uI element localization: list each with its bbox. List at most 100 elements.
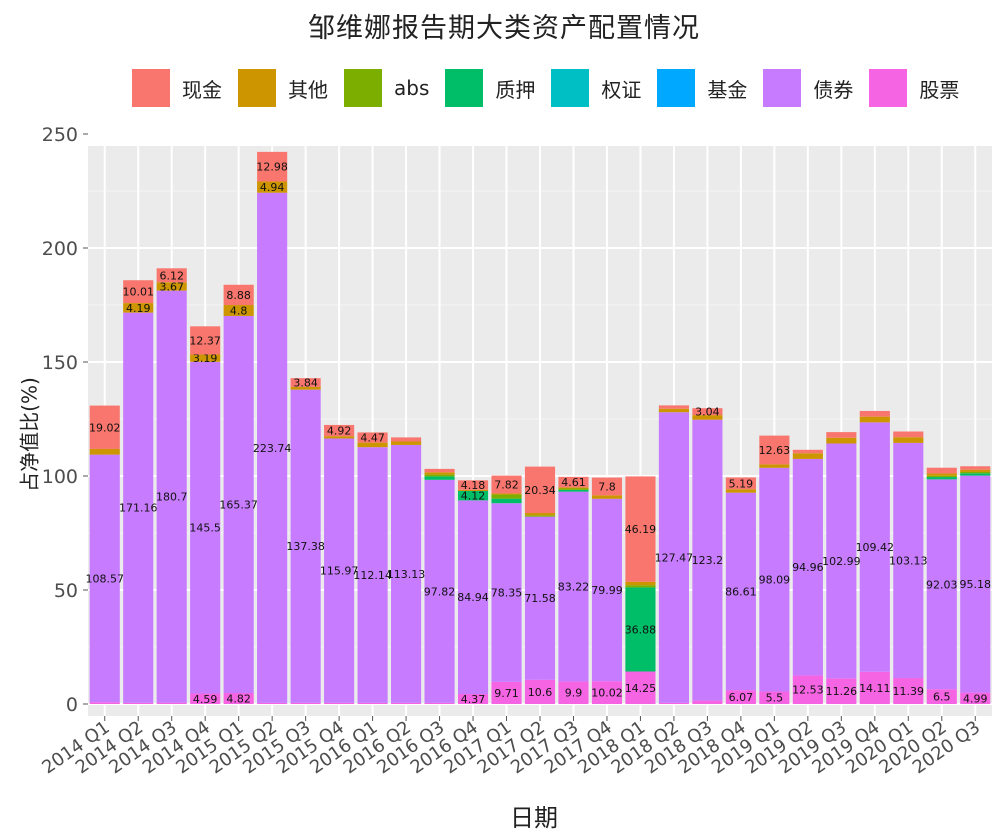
- bar-segment: [257, 181, 288, 193]
- bar-segment: [491, 498, 522, 504]
- bar-segment: [89, 448, 120, 455]
- data-label: 109.42: [856, 541, 895, 554]
- bar-segment: [926, 467, 957, 474]
- bar-segment: [926, 479, 957, 690]
- data-label: 115.97: [320, 565, 359, 578]
- bar-segment: [357, 702, 388, 704]
- data-label: 6.12: [159, 269, 184, 282]
- bar-segment: [658, 702, 689, 704]
- data-label: 9.9: [565, 687, 583, 700]
- bar-segment: [859, 422, 890, 672]
- data-label: 103.13: [889, 554, 928, 567]
- data-label: 95.18: [960, 578, 992, 591]
- data-label: 123.2: [692, 554, 724, 567]
- data-label: 137.38: [286, 540, 325, 553]
- data-label: 86.61: [725, 585, 757, 598]
- data-label: 83.22: [558, 581, 590, 594]
- data-label: 7.82: [494, 479, 519, 492]
- legend-item-stock: 股票: [869, 69, 959, 107]
- legend-label-abs: abs: [394, 76, 430, 100]
- bar-segment: [926, 473, 957, 476]
- bar-segment: [692, 419, 723, 701]
- bar-segment: [725, 489, 756, 493]
- legend-label-cash: 现金: [182, 77, 222, 102]
- bar-segment: [156, 290, 187, 703]
- bar-segment: [692, 700, 723, 704]
- bar-segment: [424, 702, 455, 704]
- bar-segment: [826, 678, 857, 704]
- bar-segment: [89, 405, 120, 449]
- bar-segment: [123, 303, 154, 313]
- bar-segment: [524, 516, 556, 680]
- y-tick-label: 0: [66, 694, 78, 716]
- bar-segment: [558, 489, 589, 492]
- bar-segment: [558, 476, 589, 488]
- bar-segment: [759, 464, 790, 468]
- bar-segment: [859, 410, 890, 417]
- legend: 现金 其他 abs 质押 权证 基金 债券 股票: [132, 66, 992, 110]
- data-label: 98.09: [759, 574, 791, 587]
- bar-segment: [692, 415, 723, 420]
- bar-segment: [357, 432, 388, 443]
- legend-key-stock: [869, 69, 908, 107]
- bar-segment: [223, 315, 254, 694]
- legend-item-cash: 现金: [132, 69, 222, 107]
- bar-segment: [558, 487, 589, 489]
- bar-segment: [156, 282, 187, 291]
- bar-segment: [826, 443, 857, 679]
- data-label: 5.19: [729, 477, 754, 490]
- bar-segment: [893, 442, 924, 679]
- bar-segment: [290, 386, 321, 390]
- legend-item-fund: 基金: [657, 69, 747, 107]
- data-label: 3.67: [159, 280, 184, 293]
- data-label: 10.02: [591, 687, 623, 700]
- data-label: 71.58: [524, 592, 556, 605]
- bar-segment: [424, 479, 455, 703]
- bar-segment: [391, 441, 422, 445]
- bar-segment: [424, 468, 455, 473]
- bar-segment: [625, 671, 656, 704]
- data-label: 97.82: [424, 585, 456, 598]
- data-label: 94.96: [792, 561, 824, 574]
- data-label: 3.19: [193, 352, 218, 365]
- data-label: 108.57: [85, 572, 124, 585]
- bar-segment: [491, 494, 522, 499]
- bar-segment: [625, 581, 656, 586]
- data-label: 4.8: [230, 304, 248, 317]
- data-label: 113.13: [387, 568, 426, 581]
- legend-key-other: [238, 69, 276, 107]
- bar-segment: [960, 471, 991, 474]
- bar-segment: [391, 437, 422, 442]
- bar-segment: [123, 312, 154, 703]
- bar-segment: [491, 493, 522, 495]
- bar-segment: [926, 475, 957, 478]
- bar-segment: [558, 491, 589, 682]
- bar-segment: [257, 702, 288, 704]
- bar-segment: [759, 691, 790, 704]
- bar-segment: [290, 378, 321, 387]
- legend-key-warrant: [551, 69, 590, 107]
- data-label: 10.6: [528, 686, 553, 699]
- data-label: 4.82: [226, 693, 251, 706]
- bar-segment: [424, 474, 455, 477]
- bar-segment: [826, 432, 857, 438]
- bar-segment: [424, 472, 455, 475]
- data-label: 102.99: [822, 555, 861, 568]
- bar-segment: [156, 702, 187, 704]
- bar-segment: [123, 702, 154, 704]
- bar-segment: [491, 475, 522, 494]
- bar-segment: [324, 438, 355, 703]
- bar-segment: [290, 702, 321, 704]
- bar-segment: [826, 437, 857, 444]
- bar-segment: [524, 515, 556, 517]
- bar-segment: [391, 444, 422, 703]
- legend-item-bond: 债券: [763, 69, 853, 107]
- data-label: 84.94: [457, 591, 489, 604]
- legend-key-fund: [657, 69, 696, 107]
- bar-segment: [792, 675, 823, 704]
- bar-segment: [558, 681, 589, 704]
- bar-segment: [457, 500, 489, 695]
- data-label: 4.12: [461, 490, 486, 503]
- bar-segment: [457, 480, 489, 490]
- bar-segment: [725, 492, 756, 691]
